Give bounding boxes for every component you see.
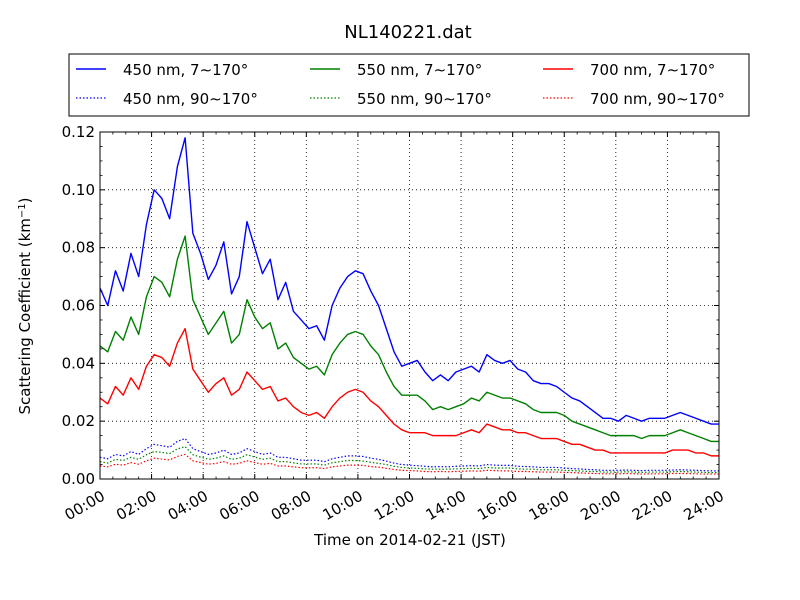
series-line	[99, 327, 719, 457]
y-axis-label: Scattering Coefficient (km−1)	[16, 197, 34, 414]
legend-frame	[68, 53, 750, 117]
y-tick-labels: 0.00 0.02 0.04 0.06 0.08 0.10 0.12	[62, 123, 95, 488]
chart-title: NL140221.dat	[344, 22, 471, 43]
y-tick-label: 0.00	[62, 470, 95, 488]
y-axis-label-end: )	[16, 197, 34, 203]
legend-label: 550 nm, 90∼170°	[357, 90, 492, 108]
series-line	[99, 235, 719, 443]
x-tick-label: 20:00	[577, 487, 623, 524]
plot-background	[100, 132, 719, 479]
legend-label: 450 nm, 7∼170°	[123, 61, 248, 79]
x-tick-label: 16:00	[474, 487, 520, 524]
series-layer	[99, 137, 719, 475]
x-tick-label: 18:00	[526, 487, 572, 524]
legend-label: 550 nm, 7∼170°	[357, 61, 482, 79]
y-tick-label: 0.10	[62, 181, 95, 199]
x-tick-label: 10:00	[319, 487, 365, 524]
x-tick-labels: 00:00 02:00 04:00 06:00 08:00 10:00 12:00 14:00…	[62, 487, 727, 524]
chart-legend: 450 nm, 7∼170° 550 nm, 7∼170° 700 nm, 7∼17…	[68, 53, 750, 117]
y-tick-label: 0.04	[62, 354, 95, 372]
y-tick-label: 0.06	[62, 297, 95, 315]
x-tick-label: 02:00	[113, 487, 159, 524]
axis-ticks	[99, 131, 720, 480]
x-tick-label: 04:00	[165, 487, 211, 524]
series-line	[99, 446, 719, 474]
series-line	[99, 137, 719, 425]
y-axis-label-exponent: −1	[17, 203, 28, 218]
x-tick-label: 08:00	[268, 487, 314, 524]
legend-label: 450 nm, 90∼170°	[123, 90, 258, 108]
x-tick-label: 12:00	[371, 487, 417, 524]
y-tick-label: 0.02	[62, 412, 95, 430]
x-tick-label: 14:00	[423, 487, 469, 524]
y-tick-label: 0.08	[62, 239, 95, 257]
x-tick-label: 06:00	[216, 487, 262, 524]
legend-label: 700 nm, 90∼170°	[590, 90, 725, 108]
x-tick-label: 00:00	[62, 487, 108, 524]
x-axis-label: Time on 2014-02-21 (JST)	[313, 531, 506, 549]
x-tick-label: 24:00	[681, 487, 727, 524]
y-tick-label: 0.12	[62, 123, 95, 141]
plot-area	[99, 131, 720, 480]
series-line	[99, 453, 719, 475]
x-tick-label: 22:00	[629, 487, 675, 524]
legend-label: 700 nm, 7∼170°	[590, 61, 715, 79]
y-axis-label-main: Scattering Coefficient (km	[16, 218, 34, 414]
